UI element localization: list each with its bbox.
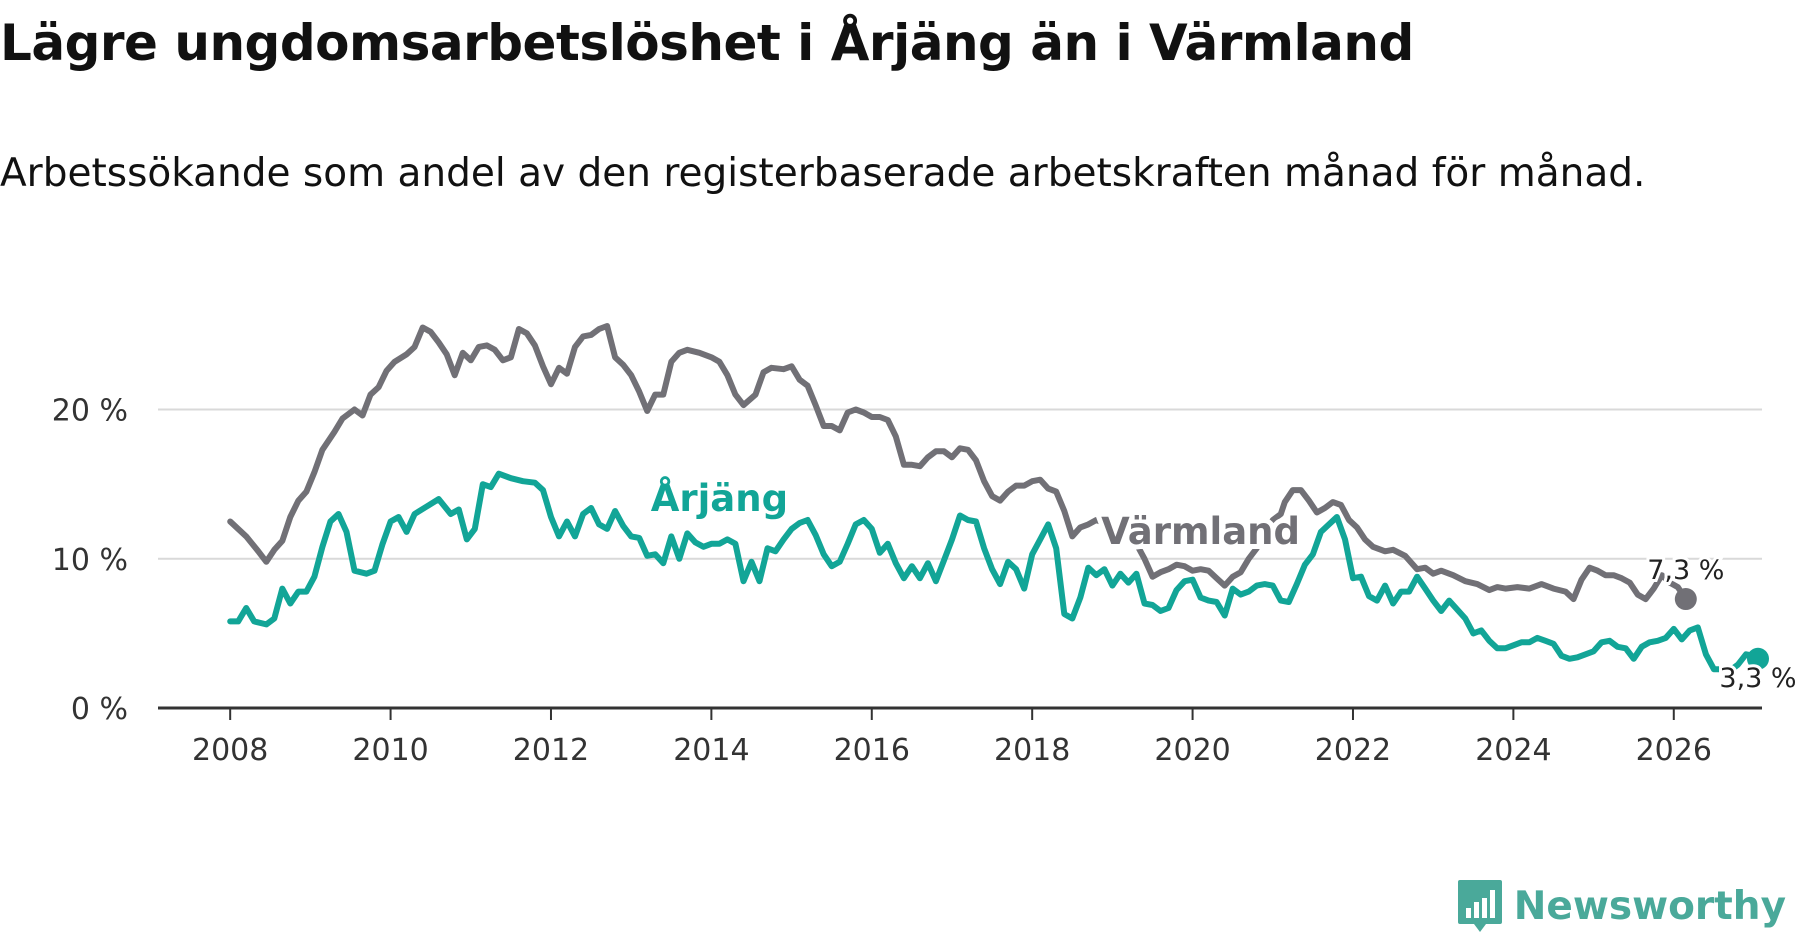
x-tick-label: 2018 — [994, 733, 1070, 768]
newsworthy-logo: Newsworthy — [1456, 878, 1786, 934]
series-line-arjang — [227, 470, 1761, 674]
series-lines — [227, 323, 1769, 674]
x-tick-label: 2020 — [1154, 733, 1230, 768]
x-tick-label: 2026 — [1636, 733, 1712, 768]
x-tick-label: 2014 — [673, 733, 749, 768]
y-tick-label: 10 % — [52, 543, 128, 578]
x-tick-label: 2022 — [1315, 733, 1391, 768]
series-label: Årjäng — [651, 476, 788, 520]
y-tick-label: 20 % — [52, 394, 128, 429]
y-axis-ticks: 0 % 10 % 20 % — [52, 394, 128, 727]
x-tick-label: 2016 — [834, 733, 910, 768]
y-tick-label: 0 % — [71, 692, 128, 727]
gridlines — [158, 408, 1762, 560]
chart-subtitle: Arbetssökande som andel av den registerb… — [0, 151, 1646, 196]
x-tick-label: 2010 — [352, 733, 428, 768]
x-tick-label: 2012 — [513, 733, 589, 768]
end-point-varmland — [1674, 588, 1697, 611]
end-value-label: 7,3 % — [1647, 555, 1724, 586]
series-labels: 7,3 % Värmland 3,3 % Årjäng — [646, 471, 1800, 697]
x-axis-ticks: 2008 2010 2012 2014 2016 2018 2020 2022 2024 2026 — [192, 708, 1712, 768]
x-tick-label: 2008 — [192, 733, 268, 768]
series-line-varmland — [227, 323, 1689, 603]
x-tick-label: 2024 — [1475, 733, 1551, 768]
end-point-arjang — [1746, 647, 1769, 670]
chart-title: Lägre ungdomsarbetslöshet i Årjäng än i … — [0, 14, 1414, 72]
newsworthy-logo-icon — [1457, 880, 1502, 932]
end-value-label: 3,3 % — [1719, 663, 1796, 694]
logo-text: Newsworthy — [1513, 883, 1786, 929]
series-label: Värmland — [1101, 510, 1300, 553]
